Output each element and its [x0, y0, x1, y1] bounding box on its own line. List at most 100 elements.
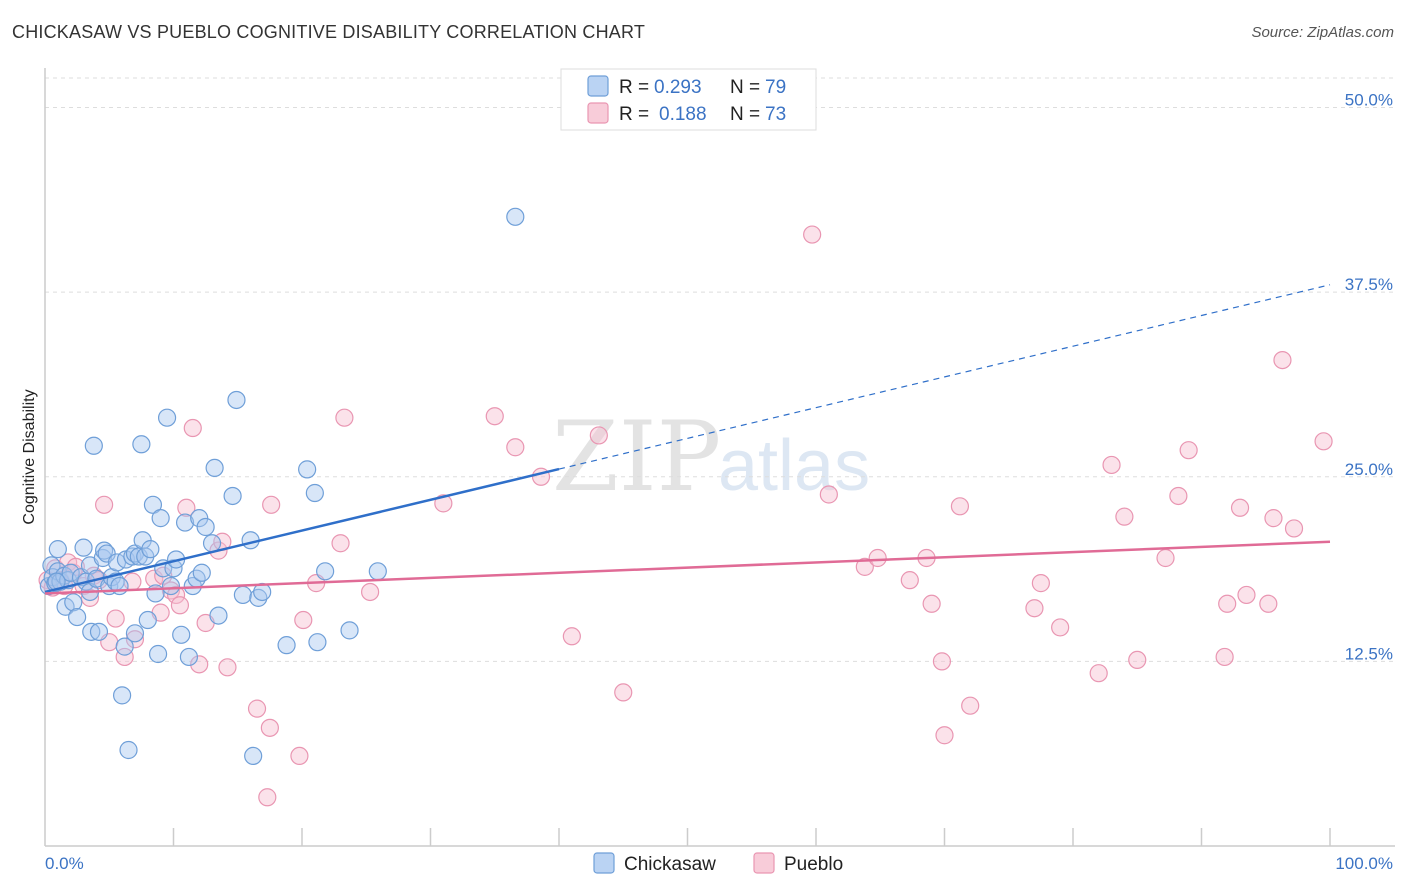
pueblo-point [922, 594, 941, 613]
pueblo-point [115, 647, 134, 667]
pueblo-point [1284, 519, 1304, 538]
chickasaw-point [316, 562, 335, 581]
chickasaw-point [340, 621, 359, 640]
pueblo-point [434, 494, 453, 513]
chickasaw-point [223, 486, 242, 506]
pueblo-point [614, 683, 633, 702]
pueblo-point [1156, 548, 1175, 568]
pueblo-point [1218, 594, 1237, 613]
pueblo-point [1237, 585, 1256, 605]
pueblo-point [1264, 509, 1283, 528]
bottom-legend-swatch-chickasaw [593, 852, 615, 874]
pueblo-point [262, 495, 281, 514]
chickasaw-point [368, 562, 387, 581]
bottom-legend: Chickasaw Pueblo [593, 852, 843, 875]
y-tick-label: 50.0% [1345, 91, 1393, 110]
legend: R = 0.293 N = 79 R = 0.188 N = 73 [560, 68, 817, 131]
pueblo-point [932, 652, 952, 671]
pueblo-point [1102, 455, 1121, 475]
pueblo-point [247, 699, 267, 718]
pueblo-point [485, 407, 504, 426]
chickasaw-point [161, 576, 181, 596]
legend-r-label-pueblo: R = [619, 104, 649, 125]
chickasaw-point [305, 483, 324, 503]
pueblo-point [260, 718, 279, 737]
pueblo-point [290, 746, 309, 766]
pueblo-point [855, 557, 874, 576]
bottom-legend-chickasaw: Chickasaw [624, 854, 716, 875]
chickasaw-point [192, 563, 211, 582]
legend-r-value-pueblo: 0.188 [659, 104, 707, 125]
x-ticks [172, 828, 1331, 846]
pueblo-point [1115, 507, 1134, 526]
chickasaw-point [151, 509, 170, 528]
chickasaw-point [123, 547, 142, 566]
chickasaw-point [84, 436, 103, 455]
chickasaw-point [68, 607, 87, 627]
pueblo-point [1230, 498, 1250, 517]
chickasaw-point [202, 534, 222, 553]
pueblo-point [803, 225, 822, 244]
pueblo-point [950, 497, 970, 516]
chickasaw-point [115, 637, 134, 656]
y-tick-label: 37.5% [1345, 275, 1393, 294]
chickasaw-point [227, 390, 246, 410]
legend-r-label-chickasaw: R = [619, 77, 649, 98]
chickasaw-trend-line-extension [558, 284, 1331, 470]
legend-n-value-chickasaw: 79 [765, 77, 786, 98]
chickasaw-point [506, 207, 525, 226]
chickasaw-point [209, 606, 228, 625]
pueblo-point [819, 485, 838, 504]
pueblo-point [935, 726, 954, 745]
pueblo-point [190, 655, 209, 674]
legend-n-label-chickasaw: N = [730, 77, 760, 98]
pueblo-point [331, 534, 350, 553]
source-label: Source: ZipAtlas.com [1251, 24, 1394, 41]
legend-r-value-chickasaw: 0.293 [654, 77, 702, 98]
legend-n-value-pueblo: 73 [765, 104, 786, 125]
pueblo-point [589, 426, 608, 445]
pueblo-point [506, 438, 525, 457]
bottom-legend-pueblo: Pueblo [784, 854, 843, 875]
y-tick-label: 12.5% [1345, 644, 1393, 663]
chickasaw-point [61, 563, 80, 582]
pueblo-point [1215, 647, 1234, 667]
x-tick-label-max: 100.0% [1335, 854, 1393, 873]
grid [45, 77, 1395, 662]
chickasaw-point [205, 458, 224, 478]
pueblo-point [1089, 664, 1108, 683]
pueblo-point [1273, 350, 1292, 370]
axes [44, 68, 1395, 847]
chickasaw-point [74, 538, 93, 557]
chickasaw-point [308, 633, 327, 652]
chickasaw-point [190, 509, 209, 528]
pueblo-point [177, 498, 196, 517]
bottom-legend-swatch-pueblo [753, 852, 775, 874]
chickasaw-point [175, 513, 195, 532]
chickasaw-point [110, 576, 129, 596]
y-tick-label: 25.0% [1345, 460, 1393, 479]
pueblo-point [1259, 594, 1278, 613]
chickasaw-point [89, 622, 109, 641]
pueblo-point [1031, 574, 1050, 593]
chickasaw-point [277, 636, 296, 655]
y-tick-labels: 12.5% 25.0% 37.5% 50.0% [1345, 91, 1393, 664]
pueblo-point [1025, 599, 1044, 618]
legend-swatch-chickasaw [587, 75, 609, 97]
chickasaw-point [157, 408, 177, 427]
pueblo-point [106, 609, 125, 628]
chickasaw-point [112, 686, 132, 705]
chickasaw-point [196, 517, 215, 537]
pueblo-point [335, 408, 354, 427]
pueblo-point [95, 495, 114, 514]
chickasaw-point [179, 647, 199, 667]
pueblo-point [361, 582, 380, 602]
watermark-zip: ZIP [552, 401, 721, 513]
chickasaw-point [64, 593, 83, 612]
pueblo-point [183, 418, 202, 438]
pueblo-point [961, 696, 980, 715]
pueblo-point [868, 548, 887, 568]
chickasaw-point [82, 622, 101, 641]
legend-n-label-pueblo: N = [730, 104, 760, 125]
watermark-atlas: atlas [718, 426, 870, 506]
